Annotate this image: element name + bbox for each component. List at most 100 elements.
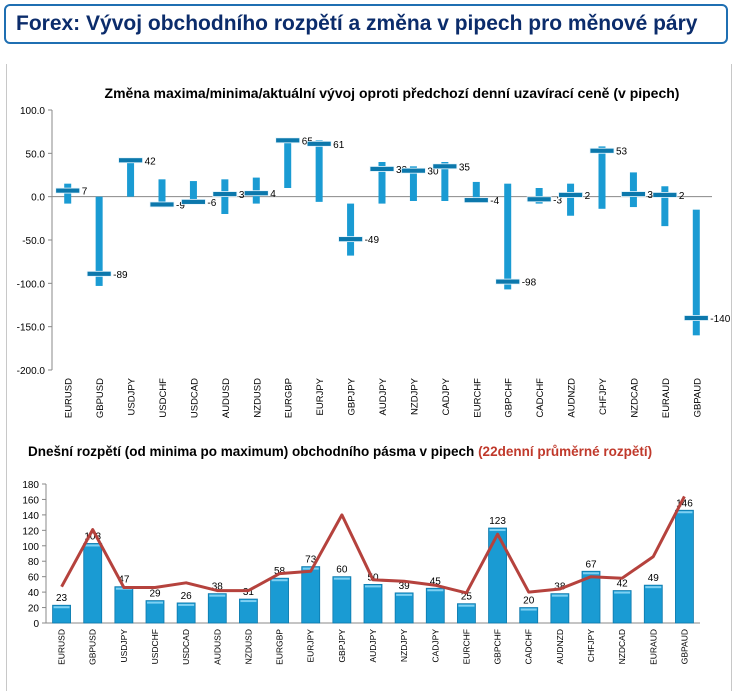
chart2-bar-highlight xyxy=(551,594,568,597)
chart1-value-label: 4 xyxy=(270,189,276,200)
chart1-range-bar xyxy=(64,183,72,204)
chart2-bar xyxy=(114,586,134,624)
chart2-value-label: 58 xyxy=(274,566,286,577)
chart1-value-label: 7 xyxy=(82,187,88,198)
chart1-value-label: 61 xyxy=(333,140,345,151)
chart1-value-label: 3 xyxy=(647,190,653,201)
chart2-title: Dnešní rozpětí (od minima po maximum) ob… xyxy=(28,444,652,459)
chart1-category-label: GBPAUD xyxy=(692,378,703,418)
chart1-category-label: GBPCHF xyxy=(504,378,515,418)
chart1-value-label: 3 xyxy=(239,190,245,201)
page-title-box: Forex: Vývoj obchodního rozpětí a změna … xyxy=(4,4,728,44)
chart1-range-bar xyxy=(189,181,197,204)
chart2-bar xyxy=(363,583,383,624)
chart2-value-label: 60 xyxy=(336,565,348,576)
chart2-bar xyxy=(643,584,663,624)
chart2-bar-highlight xyxy=(365,585,381,588)
chart2-category-label: NZDCAD xyxy=(617,629,627,664)
chart1-range-bar xyxy=(535,188,543,204)
chart1-value-label: 53 xyxy=(616,147,628,158)
chart1-current-marker xyxy=(55,187,81,194)
chart2-category-label: AUDJPY xyxy=(368,629,378,663)
chart1-range-bar xyxy=(95,196,103,286)
chart1-category-label: AUDNZD xyxy=(567,378,578,418)
chart2-category-label: GBPJPY xyxy=(337,629,347,663)
chart1-category-label: EURJPY xyxy=(315,377,326,415)
chart1-current-marker xyxy=(306,140,332,147)
chart1-category-label: GBPJPY xyxy=(347,377,358,415)
chart2-y-tick-label: 180 xyxy=(22,480,39,491)
chart1-category-label: NZDUSD xyxy=(252,378,263,418)
chart1-current-marker xyxy=(589,147,615,154)
chart1-range-bar xyxy=(661,186,669,227)
chart1-y-tick-label: -100.0 xyxy=(17,279,46,290)
chart1-range-bar xyxy=(692,209,700,336)
chart2-bar-highlight xyxy=(427,589,444,592)
chart1-category-label: EURCHF xyxy=(472,378,483,418)
chart1-y-tick-label: 100.0 xyxy=(20,106,45,117)
chart2-bar xyxy=(581,570,601,624)
chart1-value-label: -4 xyxy=(490,196,499,207)
chart1-range-bar xyxy=(158,179,166,208)
chart1-range-bar xyxy=(378,162,386,204)
chart2-average-line xyxy=(60,495,686,595)
chart1-current-marker xyxy=(652,192,678,198)
chart1-range-bar xyxy=(347,203,355,256)
chart1-range-bar xyxy=(441,162,449,201)
chart1-value-label: 42 xyxy=(145,156,157,167)
chart2-value-label: 25 xyxy=(461,592,473,603)
chart1-current-marker xyxy=(495,278,521,285)
chart2-y-tick-label: 80 xyxy=(28,557,40,568)
chart2-bar-highlight xyxy=(614,591,631,594)
chart2-value-label: 146 xyxy=(676,498,693,509)
chart2-bar-highlight xyxy=(645,586,662,589)
chart2-y-tick-label: 0 xyxy=(33,619,39,630)
chart2-value-label: 38 xyxy=(554,582,566,593)
chart1-category-label: USDCAD xyxy=(189,378,200,418)
chart2-value-label: 38 xyxy=(212,582,224,593)
chart1-value-label: -140 xyxy=(710,314,730,325)
chart2-category-label: GBPCHF xyxy=(493,629,503,664)
chart2-bar-highlight xyxy=(271,579,288,582)
chart2-y-tick-label: 60 xyxy=(28,573,40,584)
chart2-category-label: EURUSD xyxy=(57,629,67,665)
chart1-category-label: NZDCAD xyxy=(629,378,640,418)
chart2-bar xyxy=(675,509,694,624)
chart1-current-marker xyxy=(118,157,143,164)
charts-panel xyxy=(6,64,732,691)
chart2-value-label: 103 xyxy=(84,531,101,542)
chart2-y-tick-label: 140 xyxy=(22,511,39,522)
chart2-value-label: 20 xyxy=(523,596,535,607)
chart2-category-label: EURAUD xyxy=(648,629,658,665)
chart1-y-tick-label: 50.0 xyxy=(26,149,46,160)
chart1-range-bar xyxy=(472,181,480,201)
chart1-category-label: CHFJPY xyxy=(598,377,609,415)
chart1-value-label: 2 xyxy=(679,191,685,202)
chart2-category-label: EURCHF xyxy=(461,629,471,664)
chart1-category-label: EURGBP xyxy=(284,378,295,418)
chart1-title: Změna maxima/minima/aktuální vývoj oprot… xyxy=(105,85,680,101)
chart2-bar xyxy=(519,607,539,624)
chart1-category-label: CADCHF xyxy=(535,378,546,418)
chart1-category-label: USDCHF xyxy=(158,378,169,418)
chart1-current-marker xyxy=(526,196,552,203)
chart1-range-bar xyxy=(598,146,606,209)
chart2-category-label: NZDJPY xyxy=(399,629,409,662)
chart2-value-label: 26 xyxy=(181,591,193,602)
chart2-bar xyxy=(52,604,71,624)
chart2-category-label: CADJPY xyxy=(430,629,440,663)
chart2-bar xyxy=(239,598,258,624)
chart2-category-label: EURGBP xyxy=(275,629,285,665)
chart1-category-label: EURAUD xyxy=(661,378,672,418)
chart1-current-marker xyxy=(181,198,206,205)
chart1-category-label: AUDUSD xyxy=(221,378,232,418)
chart2-bar xyxy=(207,593,227,624)
chart2-y-tick-label: 20 xyxy=(28,604,40,615)
chart1-current-marker xyxy=(212,191,238,197)
chart2-category-label: EURJPY xyxy=(306,629,316,663)
chart1-category-label: CADJPY xyxy=(441,377,452,415)
chart2-value-label: 123 xyxy=(489,516,506,527)
chart1-value-label: 2 xyxy=(585,191,591,202)
chart1-category-label: AUDJPY xyxy=(378,377,389,415)
chart1-category-label: EURUSD xyxy=(64,378,75,418)
